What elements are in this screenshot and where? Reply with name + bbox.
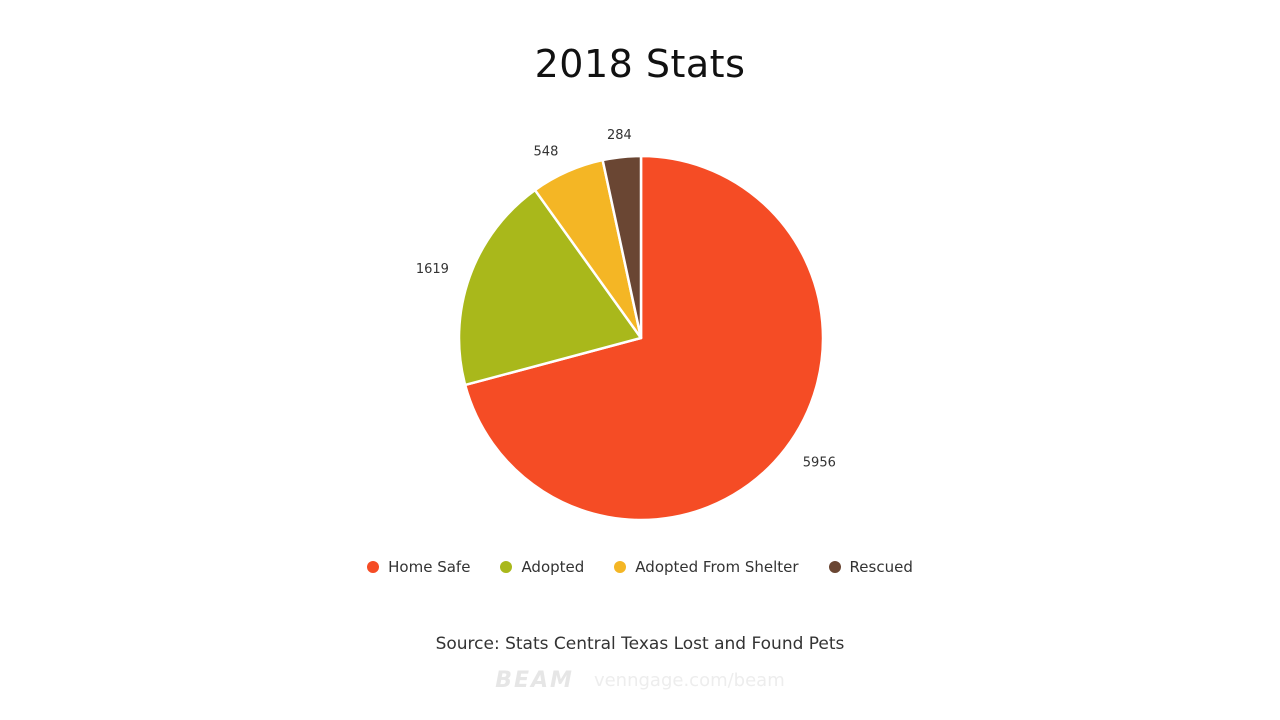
pie-slices — [457, 154, 825, 522]
data-label-rescued: 284 — [607, 128, 632, 143]
data-label-adopted-from-shelter: 548 — [534, 144, 559, 159]
legend-swatch — [614, 561, 627, 573]
chart-title: 2018 Stats — [534, 42, 746, 86]
legend-label: Adopted — [521, 558, 585, 576]
slice-adopted — [457, 188, 643, 387]
source-note: Source: Stats Central Texas Lost and Fou… — [435, 634, 845, 654]
legend-item-adopted: Adopted — [500, 558, 584, 576]
slice-labels: 5956 1619 548 284 — [416, 128, 836, 470]
slice-home-safe — [463, 154, 825, 522]
legend-swatch — [500, 561, 513, 573]
watermark-logo: BEAM — [495, 668, 574, 693]
legend: Home Safe Adopted Adopted From Shelter Resc… — [0, 558, 1280, 576]
legend-swatch — [367, 561, 380, 573]
watermark: BEAM venngage.com/beam — [0, 668, 1280, 693]
slice-rescued — [601, 154, 643, 340]
legend-label: Adopted From Shelter — [635, 558, 799, 576]
legend-item-home-safe: Home Safe — [367, 558, 470, 576]
legend-item-rescued: Rescued — [828, 558, 913, 576]
data-label-adopted: 1619 — [416, 262, 449, 277]
legend-label: Home Safe — [388, 558, 471, 576]
watermark-url: venngage.com/beam — [593, 670, 785, 691]
legend-label: Rescued — [849, 558, 913, 576]
data-label-home-safe: 5956 — [803, 455, 836, 470]
legend-swatch — [828, 561, 841, 573]
legend-item-adopted-from-shelter: Adopted From Shelter — [614, 558, 799, 576]
